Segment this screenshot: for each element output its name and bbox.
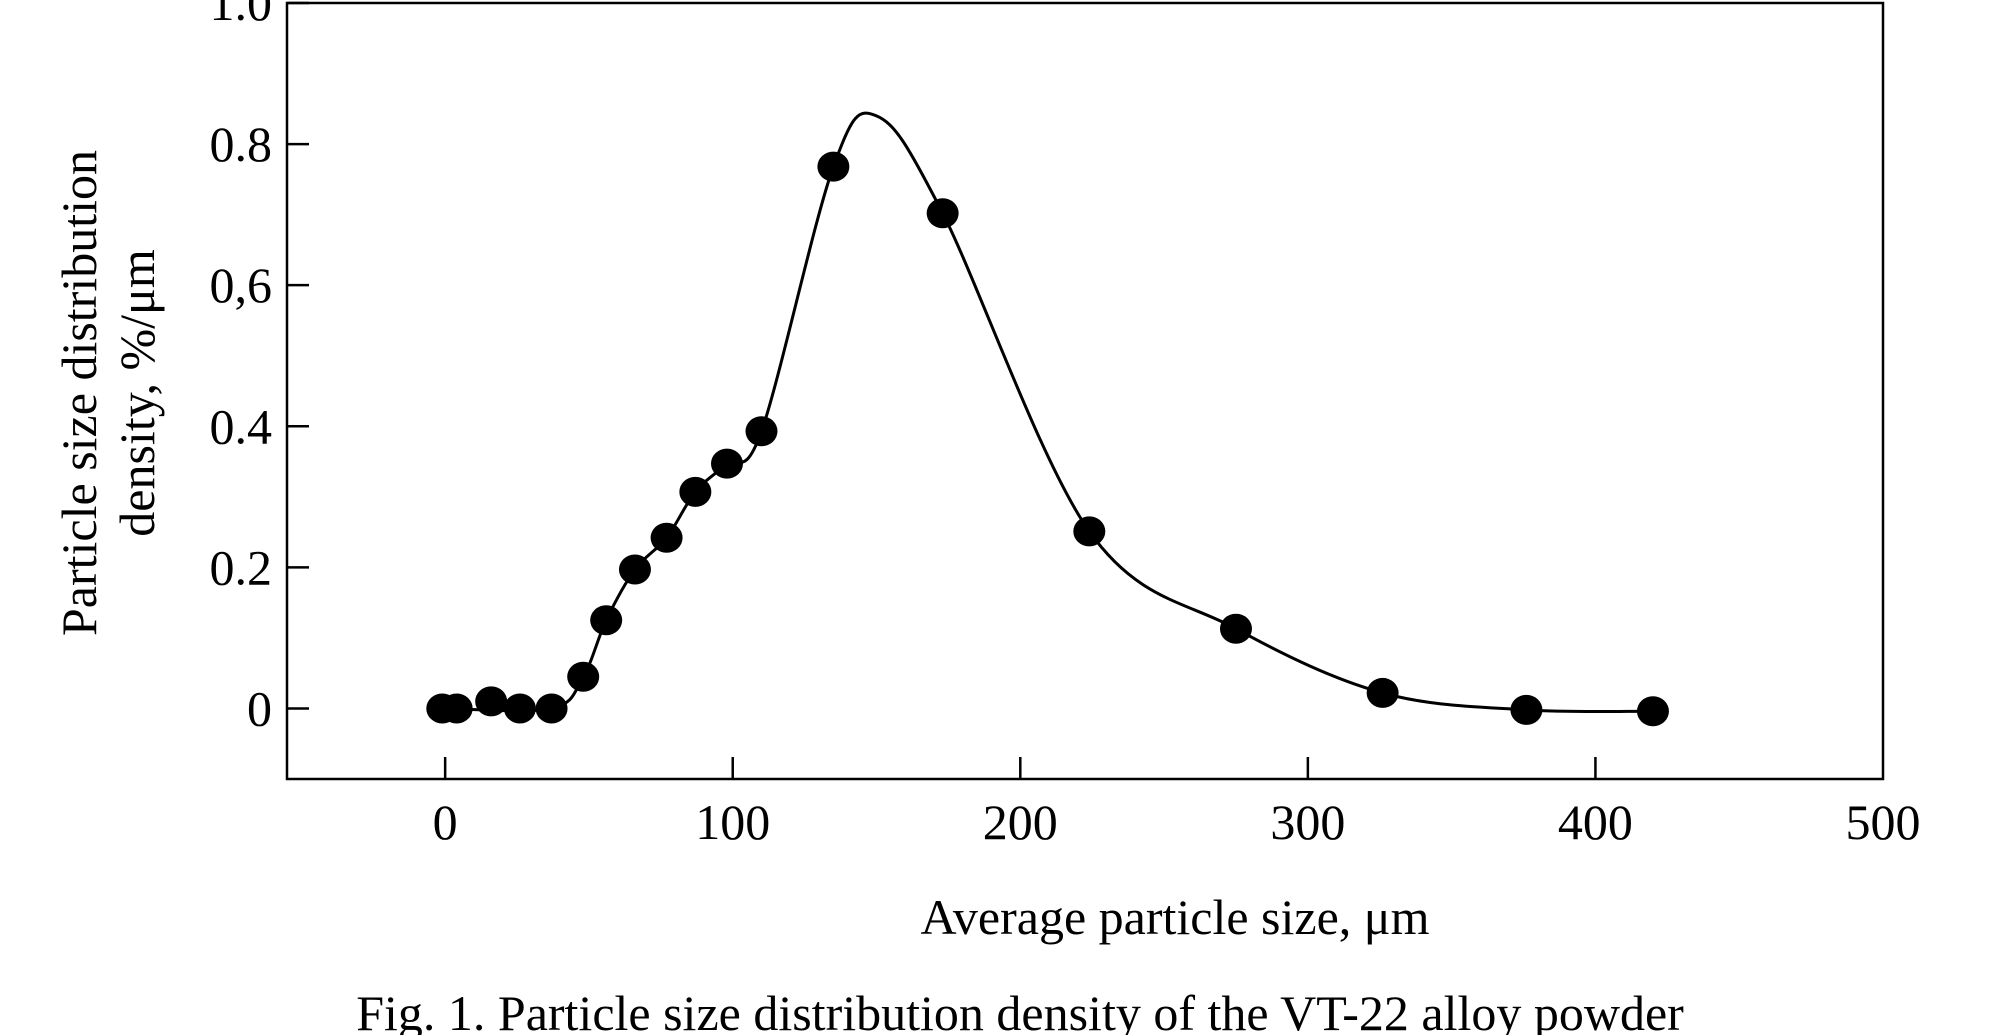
x-tick-label: 500 [1846,794,1921,850]
data-point [440,693,473,724]
data-point [503,693,536,724]
data-point [567,661,600,692]
y-tick-label: 0 [247,680,272,736]
plot-frame [285,1,1885,781]
data-point [1219,613,1252,644]
data-point [618,554,651,585]
x-axis-label: Average particle size, μm [921,889,1430,945]
x-axis-ticks: 0 100 200 300 400 500 [433,757,1921,850]
data-point [1073,516,1106,547]
x-tick-label: 0 [433,794,458,850]
figure-caption: Fig. 1. Particle size distribution densi… [356,985,1684,1035]
y-axis-label-line2: density, %/μm [109,249,165,537]
y-axis-label-line1: Particle size distribution [51,150,107,636]
x-tick-label: 400 [1558,794,1633,850]
data-point [475,686,508,717]
y-tick-label: 1.0 [210,0,273,31]
x-tick-label: 300 [1270,794,1345,850]
y-tick-label: 0.4 [210,398,273,454]
data-point [650,522,683,553]
data-point [1636,696,1669,727]
data-point [745,416,778,447]
y-tick-label: 0.8 [210,116,273,172]
data-points [426,151,1669,727]
x-tick-label: 100 [695,794,770,850]
y-axis-ticks: 0 0.2 0.4 0,6 0.8 1.0 [210,0,309,736]
fitted-curve [442,111,1653,714]
data-point [535,693,568,724]
y-tick-label: 0.2 [210,539,273,595]
x-tick-label: 200 [983,794,1058,850]
data-point [679,476,712,507]
data-point [926,198,959,229]
data-point [1366,677,1399,708]
data-point [710,448,743,479]
data-point [1510,694,1543,725]
data-point [590,605,623,636]
data-point [817,151,850,182]
y-tick-label: 0,6 [210,257,273,313]
